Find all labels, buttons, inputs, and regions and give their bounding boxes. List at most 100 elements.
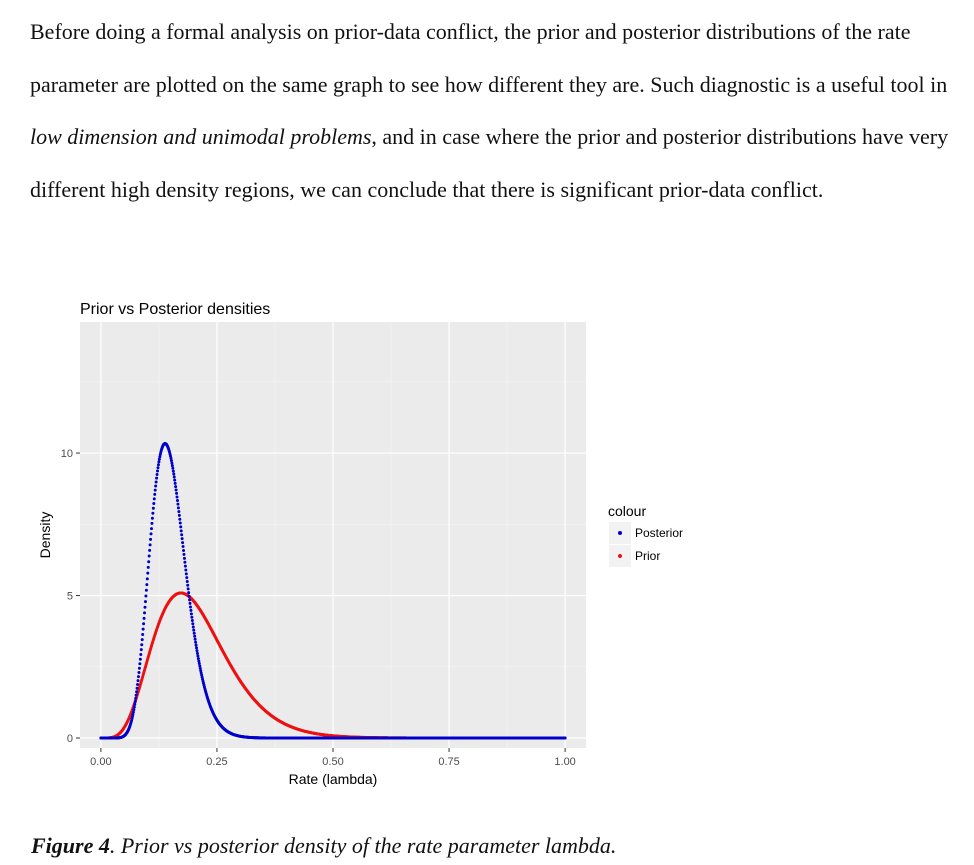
- data-point-posterior: [171, 469, 175, 473]
- x-tick-label: 0.75: [438, 756, 459, 768]
- data-point-posterior: [195, 651, 199, 655]
- data-point-posterior: [198, 666, 202, 670]
- data-point-posterior: [188, 601, 192, 605]
- data-point-posterior: [137, 666, 141, 670]
- data-point-posterior: [184, 572, 188, 576]
- data-point-posterior: [136, 683, 140, 687]
- data-point-posterior: [193, 634, 197, 638]
- data-point-posterior: [186, 587, 190, 591]
- data-point-posterior: [184, 568, 188, 572]
- data-point-posterior: [148, 543, 152, 547]
- data-point-posterior: [153, 492, 157, 496]
- data-point-posterior: [149, 537, 153, 541]
- figure-caption: Figure 4. Prior vs posterior density of …: [31, 833, 951, 859]
- y-axis-label: Density: [37, 512, 53, 559]
- data-point-posterior: [185, 579, 189, 583]
- data-point-posterior: [138, 662, 142, 666]
- data-point-posterior: [133, 702, 137, 706]
- data-point-posterior: [191, 622, 195, 626]
- data-point-posterior: [180, 533, 184, 537]
- data-point-posterior: [135, 690, 139, 694]
- y-tick-label: 0: [67, 733, 73, 745]
- data-point-posterior: [138, 657, 142, 661]
- data-point-posterior: [176, 502, 180, 506]
- density-chart: Prior vs Posterior densities 0.00 0.25 0.5…: [37, 301, 683, 787]
- x-tick-label: 0.25: [206, 756, 227, 768]
- chart-title: Prior vs Posterior densities: [80, 301, 270, 318]
- legend-label-posterior: Posterior: [635, 526, 683, 540]
- data-point-posterior: [181, 541, 185, 545]
- data-point-posterior: [195, 649, 199, 653]
- data-point-posterior: [171, 466, 175, 470]
- data-point-posterior: [137, 671, 141, 675]
- data-point-posterior: [142, 616, 146, 620]
- data-point-posterior: [153, 488, 157, 492]
- data-point-posterior: [178, 517, 182, 521]
- data-point-posterior: [173, 478, 177, 482]
- data-point-posterior: [157, 460, 161, 464]
- data-point-posterior: [197, 659, 201, 663]
- data-point-posterior: [156, 469, 160, 473]
- data-point-posterior: [189, 608, 193, 612]
- data-point-posterior: [169, 456, 173, 460]
- data-point-posterior: [185, 576, 189, 580]
- data-point-posterior: [170, 464, 174, 468]
- data-point-posterior: [181, 545, 185, 549]
- data-point-posterior: [173, 481, 177, 485]
- data-point-posterior: [157, 457, 161, 461]
- data-point-posterior: [136, 679, 140, 683]
- data-point-posterior: [143, 600, 147, 604]
- data-point-posterior: [193, 637, 197, 641]
- paragraph-text: Before doing a formal analysis on prior-…: [30, 6, 950, 216]
- data-point-posterior: [136, 675, 140, 679]
- data-point-posterior: [155, 473, 159, 476]
- data-point-posterior: [147, 560, 151, 564]
- body-paragraph: Before doing a formal analysis on prior-…: [30, 6, 950, 216]
- data-point-posterior: [152, 497, 156, 501]
- data-point-posterior: [194, 640, 198, 644]
- data-point-posterior: [197, 662, 201, 666]
- data-point-posterior: [142, 622, 146, 626]
- data-point-posterior: [155, 476, 159, 480]
- data-point-posterior: [147, 554, 151, 558]
- data-point-posterior: [135, 686, 139, 690]
- data-point-posterior: [156, 463, 160, 467]
- paragraph-part-2: , and in case where the prior and poster…: [30, 124, 949, 202]
- data-point-posterior: [182, 548, 186, 552]
- caption-label: Figure 4: [31, 833, 110, 858]
- paragraph-part-1: Before doing a formal analysis on prior-…: [30, 19, 948, 97]
- data-point-posterior: [141, 627, 145, 631]
- data-point-posterior: [176, 506, 180, 510]
- x-axis-label: Rate (lambda): [289, 771, 378, 787]
- data-point-posterior: [170, 461, 174, 465]
- paragraph-emphasis: low dimension and unimodal problems: [30, 124, 372, 149]
- data-point-posterior: [146, 565, 150, 569]
- data-point-posterior: [187, 591, 191, 595]
- data-point-posterior: [154, 480, 158, 484]
- data-point-posterior: [144, 594, 148, 598]
- data-point-posterior: [134, 696, 138, 700]
- data-point-posterior: [144, 588, 148, 592]
- y-tick-label: 5: [67, 591, 73, 603]
- data-point-posterior: [151, 506, 155, 510]
- data-point-posterior: [150, 521, 154, 525]
- data-point-posterior: [172, 475, 176, 479]
- legend-key-dot-prior: [618, 554, 622, 558]
- data-point-posterior: [132, 708, 136, 712]
- data-point-posterior: [149, 532, 153, 536]
- data-point-posterior: [154, 484, 158, 488]
- data-point-posterior: [196, 654, 200, 658]
- data-point-posterior: [132, 705, 136, 709]
- data-point-posterior: [131, 712, 135, 716]
- data-point-posterior: [148, 548, 152, 552]
- y-axis: 0 5 10: [61, 448, 80, 745]
- data-point-posterior: [186, 583, 190, 587]
- y-tick-label: 10: [61, 448, 73, 460]
- data-point-posterior: [188, 605, 192, 609]
- data-point-posterior: [177, 513, 181, 517]
- data-point-posterior: [182, 556, 186, 560]
- data-point-posterior: [174, 488, 178, 492]
- data-point-posterior: [192, 631, 196, 635]
- data-point-posterior: [139, 648, 143, 652]
- data-point-posterior: [182, 552, 186, 556]
